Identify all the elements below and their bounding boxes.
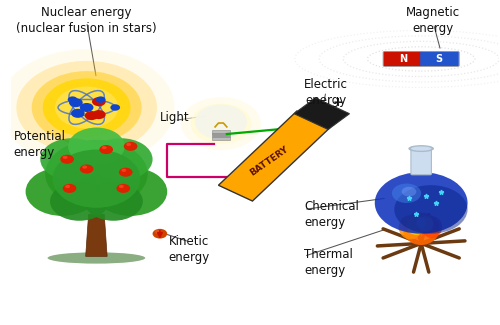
- Text: Chemical
energy: Chemical energy: [304, 200, 359, 229]
- Circle shape: [181, 97, 261, 150]
- Circle shape: [62, 184, 76, 193]
- Circle shape: [45, 140, 148, 208]
- Circle shape: [26, 167, 99, 216]
- Circle shape: [40, 138, 104, 180]
- Text: S: S: [436, 54, 443, 64]
- Circle shape: [94, 167, 167, 216]
- Circle shape: [42, 78, 130, 136]
- Ellipse shape: [407, 216, 426, 235]
- Circle shape: [80, 103, 94, 112]
- FancyBboxPatch shape: [212, 133, 230, 137]
- Ellipse shape: [422, 216, 442, 238]
- FancyBboxPatch shape: [384, 52, 422, 66]
- FancyBboxPatch shape: [411, 149, 432, 175]
- Text: Potential
energy: Potential energy: [14, 130, 66, 159]
- Circle shape: [110, 104, 120, 111]
- Circle shape: [190, 104, 251, 144]
- Circle shape: [55, 86, 118, 128]
- Circle shape: [84, 111, 98, 120]
- Text: Thermal
energy: Thermal energy: [304, 248, 353, 277]
- FancyBboxPatch shape: [383, 51, 460, 66]
- Circle shape: [71, 109, 85, 118]
- Circle shape: [402, 187, 416, 197]
- Circle shape: [124, 142, 138, 151]
- Ellipse shape: [398, 215, 422, 239]
- Circle shape: [0, 49, 174, 166]
- Circle shape: [119, 168, 132, 177]
- Text: Nuclear energy
(nuclear fusion in stars): Nuclear energy (nuclear fusion in stars): [16, 6, 157, 34]
- Ellipse shape: [48, 252, 145, 264]
- Ellipse shape: [409, 146, 434, 151]
- Text: BATTERY: BATTERY: [248, 145, 290, 178]
- Text: N: N: [399, 54, 407, 64]
- Text: +: +: [332, 96, 343, 109]
- Circle shape: [68, 127, 124, 165]
- Circle shape: [126, 143, 131, 146]
- Circle shape: [196, 105, 246, 139]
- FancyBboxPatch shape: [212, 136, 230, 140]
- Circle shape: [116, 184, 130, 193]
- Circle shape: [375, 172, 468, 234]
- Polygon shape: [86, 214, 107, 256]
- Circle shape: [52, 150, 141, 208]
- Circle shape: [65, 185, 70, 188]
- Circle shape: [392, 184, 421, 203]
- Circle shape: [155, 230, 161, 234]
- Circle shape: [84, 182, 143, 221]
- Circle shape: [60, 155, 74, 164]
- Circle shape: [122, 169, 126, 172]
- Circle shape: [82, 165, 87, 169]
- Ellipse shape: [403, 213, 440, 245]
- FancyBboxPatch shape: [420, 52, 459, 66]
- Circle shape: [394, 185, 468, 234]
- Circle shape: [80, 164, 94, 174]
- Text: Kinetic
energy: Kinetic energy: [168, 235, 210, 264]
- Circle shape: [92, 97, 106, 106]
- Text: Light: Light: [160, 111, 190, 124]
- Text: Electric
energy: Electric energy: [304, 78, 348, 107]
- Ellipse shape: [411, 147, 432, 151]
- Circle shape: [100, 145, 113, 154]
- Circle shape: [96, 97, 106, 103]
- Ellipse shape: [416, 217, 426, 228]
- Circle shape: [92, 110, 106, 119]
- Circle shape: [62, 156, 68, 159]
- Circle shape: [68, 97, 78, 103]
- Circle shape: [152, 229, 167, 239]
- Circle shape: [32, 71, 142, 144]
- Circle shape: [102, 146, 106, 149]
- Polygon shape: [294, 98, 350, 129]
- Circle shape: [50, 182, 108, 221]
- Text: Magnetic
energy: Magnetic energy: [406, 6, 461, 34]
- Circle shape: [89, 138, 152, 180]
- Polygon shape: [218, 111, 331, 201]
- Circle shape: [119, 185, 124, 188]
- Circle shape: [69, 98, 82, 107]
- Ellipse shape: [418, 216, 434, 232]
- Circle shape: [16, 61, 157, 154]
- FancyBboxPatch shape: [212, 130, 230, 134]
